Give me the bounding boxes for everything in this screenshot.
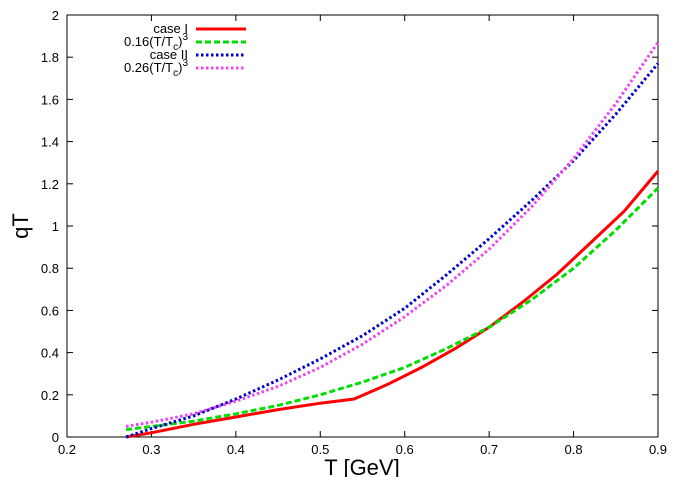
y-tick-label: 0.4: [41, 346, 59, 361]
x-axis-title: T [GeV]: [324, 455, 399, 477]
y-axis-title: qT: [8, 213, 33, 239]
x-tick-label: 0.7: [480, 442, 498, 457]
x-tick-label: 0.8: [565, 442, 583, 457]
y-tick-label: 2: [52, 8, 59, 23]
legend-label-2: 0.16(T/Tc)3: [124, 32, 188, 53]
plot-frame: [66, 14, 659, 438]
y-tick-label: 0.6: [41, 303, 59, 318]
axis-ticks: 0.2 0.3 0.4 0.5 0.6 0.7 0.8 0.900.20.40.60.811.…: [41, 8, 667, 457]
y-tick-label: 0.8: [41, 261, 59, 276]
series-layer: [125, 41, 660, 439]
series-line-2: [125, 186, 660, 432]
series-line-1: [125, 170, 660, 439]
y-tick-label: 0.2: [41, 388, 59, 403]
legend-label-1: case I: [153, 21, 188, 36]
x-tick-label: 0.2: [58, 442, 76, 457]
x-tick-label: 0.5: [311, 442, 329, 457]
y-tick-label: 1.6: [41, 92, 59, 107]
y-tick-label: 1.8: [41, 50, 59, 65]
x-tick-label: 0.6: [396, 442, 414, 457]
x-tick-label: 0.4: [227, 442, 245, 457]
y-tick-label: 1: [52, 219, 59, 234]
series-line-4: [125, 41, 660, 428]
x-tick-label: 0.9: [649, 442, 667, 457]
legend-label-4: 0.26(T/Tc)3: [124, 58, 188, 79]
x-tick-label: 0.3: [142, 442, 160, 457]
legend-label-3: case II: [150, 47, 188, 62]
y-tick-label: 1.4: [41, 135, 59, 150]
y-tick-label: 0: [52, 430, 59, 445]
y-tick-label: 1.2: [41, 177, 59, 192]
